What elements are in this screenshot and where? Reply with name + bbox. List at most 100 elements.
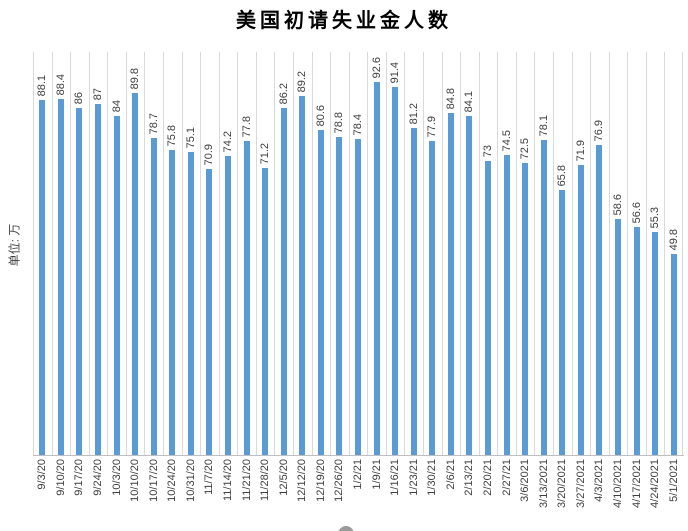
x-axis-label: 9/3/20 xyxy=(36,459,48,490)
x-axis-label: 2/6/21 xyxy=(445,459,457,490)
x-axis-label: 10/17/20 xyxy=(148,459,160,502)
x-axis-label: 9/17/20 xyxy=(73,459,85,496)
bar-value-label: 77.8 xyxy=(241,115,253,137)
x-axis-label: 1/2/21 xyxy=(352,459,364,490)
x-axis-label: 11/21/20 xyxy=(241,459,253,502)
bar xyxy=(541,140,547,455)
bar-value-label: 71.2 xyxy=(259,142,271,164)
x-axis-label: 2/13/21 xyxy=(463,459,475,496)
bar xyxy=(355,139,361,455)
x-axis-label: 11/28/20 xyxy=(259,459,271,502)
x-axis-label: 12/19/20 xyxy=(315,459,327,502)
bar xyxy=(95,104,101,455)
bar xyxy=(169,150,175,455)
bar-value-label: 80.6 xyxy=(315,104,327,126)
gridline xyxy=(516,52,517,455)
bar-value-label: 78.1 xyxy=(538,114,550,136)
bar xyxy=(504,155,510,455)
x-axis-label: 3/6/2021 xyxy=(519,459,531,502)
gridline xyxy=(609,52,610,455)
x-axis-label: 10/10/20 xyxy=(129,459,141,502)
bar xyxy=(596,145,602,455)
x-axis-label: 1/23/21 xyxy=(408,459,420,496)
gridline xyxy=(646,52,647,455)
gridline xyxy=(664,52,665,455)
gridline xyxy=(256,52,257,455)
bar-value-label: 92.6 xyxy=(371,56,383,78)
bar-value-label: 84.8 xyxy=(445,87,457,109)
gridline xyxy=(682,52,683,455)
clipped-circle-decoration xyxy=(338,526,354,531)
gridline xyxy=(274,52,275,455)
bar-value-label: 75.8 xyxy=(166,124,178,146)
x-axis-line xyxy=(33,455,684,456)
bar-value-label: 74.2 xyxy=(222,130,234,152)
gridline xyxy=(52,52,53,455)
x-axis-label: 10/3/20 xyxy=(111,459,123,496)
bar xyxy=(151,138,157,455)
bar xyxy=(188,152,194,455)
chart-title: 美国初请失业金人数 xyxy=(236,10,452,32)
bar-value-label: 87 xyxy=(92,87,104,100)
x-axis-label: 10/24/20 xyxy=(166,459,178,502)
bar-value-label: 78.7 xyxy=(148,112,160,134)
bar xyxy=(206,169,212,455)
bar-value-label: 71.9 xyxy=(575,139,587,161)
bar-value-label: 75.1 xyxy=(185,126,197,148)
bar-value-label: 86.2 xyxy=(278,82,290,104)
bar-value-label: 89.2 xyxy=(296,70,308,92)
bar-value-label: 89.8 xyxy=(129,67,141,89)
bar xyxy=(429,141,435,455)
x-axis-label: 2/20/21 xyxy=(482,459,494,496)
bar xyxy=(634,227,640,455)
gridline xyxy=(479,52,480,455)
bar xyxy=(244,141,250,455)
bar-value-label: 55.3 xyxy=(649,206,661,228)
x-axis-label: 4/10/2021 xyxy=(612,459,624,508)
gridline xyxy=(404,52,405,455)
bar-value-label: 49.8 xyxy=(668,228,680,250)
bar-value-label: 88.4 xyxy=(55,73,67,95)
x-axis-label: 11/7/20 xyxy=(203,459,215,495)
bar-value-label: 56.6 xyxy=(631,201,643,223)
bar-value-label: 86 xyxy=(73,91,85,104)
bar xyxy=(615,219,621,455)
gridline xyxy=(349,52,350,455)
x-axis-label: 3/13/2021 xyxy=(538,459,550,508)
bar xyxy=(262,168,268,455)
gridline xyxy=(534,52,535,455)
bar-value-label: 84.1 xyxy=(463,90,475,112)
x-axis-label: 4/24/2021 xyxy=(649,459,661,508)
bar-value-label: 65.8 xyxy=(556,164,568,186)
bar-value-label: 91.4 xyxy=(389,61,401,83)
bar xyxy=(374,82,380,455)
bar-value-label: 88.1 xyxy=(36,74,48,96)
bar-value-label: 84 xyxy=(111,99,123,112)
bar-value-label: 81.2 xyxy=(408,102,420,124)
gridline xyxy=(497,52,498,455)
bar-value-label: 76.9 xyxy=(593,119,605,141)
x-axis-label: 11/14/20 xyxy=(222,459,234,502)
gridline xyxy=(182,52,183,455)
gridline xyxy=(590,52,591,455)
x-axis-label: 3/27/2021 xyxy=(575,459,587,508)
plot-area: 88.1 88.4 86 87 84 89.8 78.7 75.8 75.1 70.9 74.2 77… xyxy=(33,52,683,455)
gridline xyxy=(89,52,90,455)
bar xyxy=(58,99,64,455)
bar-value-label: 74.5 xyxy=(501,129,513,151)
bar xyxy=(652,232,658,455)
bar xyxy=(225,156,231,455)
x-axis-label: 1/9/21 xyxy=(371,459,383,490)
bar xyxy=(559,190,565,455)
bar xyxy=(485,161,491,455)
x-axis-label: 1/16/21 xyxy=(389,459,401,496)
bar xyxy=(132,93,138,455)
bar-value-label: 78.4 xyxy=(352,113,364,135)
bar xyxy=(39,100,45,455)
gridline xyxy=(442,52,443,455)
gridline xyxy=(367,52,368,455)
gridline xyxy=(460,52,461,455)
gridline xyxy=(163,52,164,455)
x-axis-label: 12/5/20 xyxy=(278,459,290,496)
